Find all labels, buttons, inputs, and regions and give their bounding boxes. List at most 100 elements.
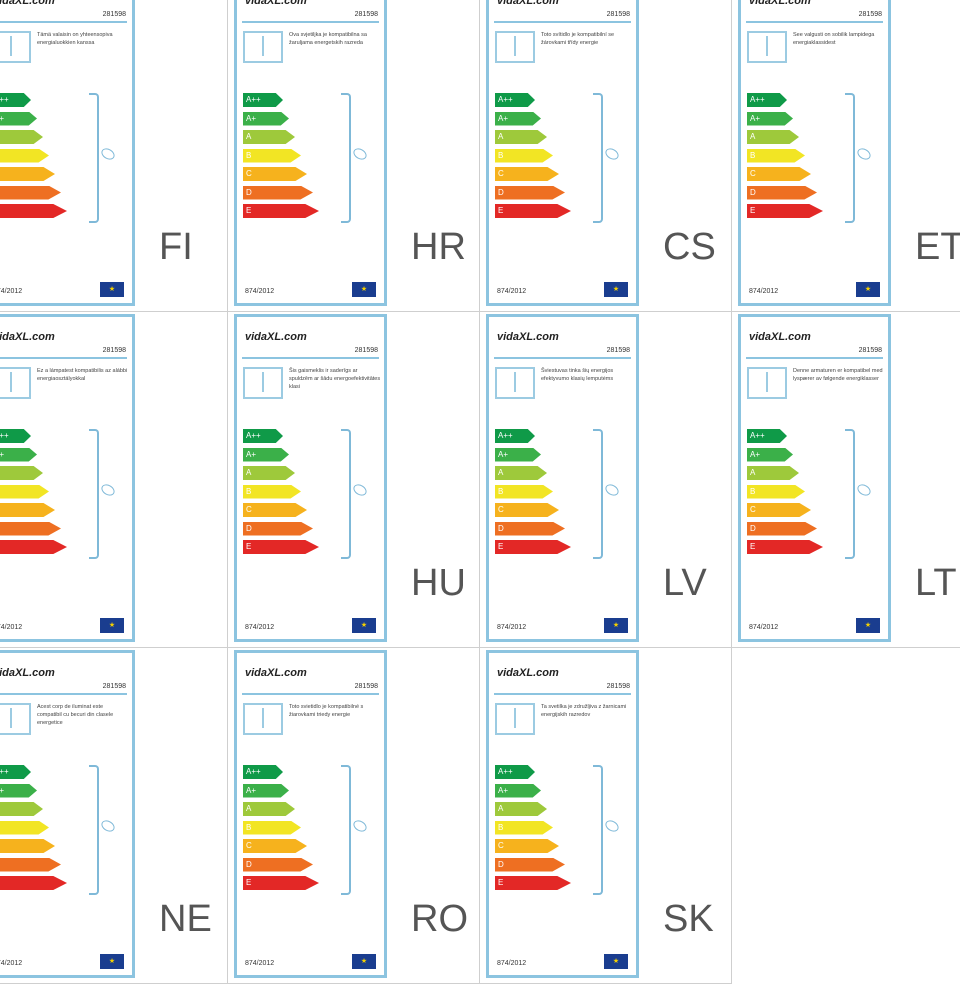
label-cell: vidaXL.com 281598 Šviestuvas tinka šių e…	[480, 312, 732, 648]
language-code: NE	[159, 898, 212, 940]
energy-class-C: C	[495, 503, 559, 517]
brand-logo: vidaXL.com	[497, 0, 559, 7]
chandelier-icon	[495, 31, 535, 63]
compatibility-text: Ova svjetiljka je kompatibilna sa žarulj…	[289, 32, 367, 46]
energy-label: vidaXL.com 281598 Šis gaismeklis ir sade…	[234, 314, 387, 642]
range-bracket	[341, 429, 351, 559]
energy-class-C: C	[243, 167, 307, 181]
energy-class-B: B	[0, 820, 49, 835]
energy-class-C: C	[0, 839, 55, 853]
energy-label: vidaXL.com 281598 Šviestuvas tinka šių e…	[486, 314, 639, 642]
bulb-icon	[603, 818, 621, 834]
brand-logo: vidaXL.com	[245, 667, 307, 679]
compatibility-text: Toto svietidlo je kompatibilné s žiarovk…	[289, 704, 364, 718]
regulation-number: 874/2012	[245, 288, 275, 295]
chandelier-icon	[747, 367, 787, 399]
energy-class-D: D	[0, 857, 61, 872]
energy-class-A: A	[0, 130, 43, 144]
energy-class-A: A	[0, 466, 43, 480]
eu-flag-icon: ★	[352, 618, 376, 633]
language-code: RO	[411, 898, 468, 940]
bulb-icon	[99, 146, 117, 162]
energy-class-D: D	[495, 185, 565, 200]
energy-class-B: B	[495, 820, 553, 835]
chandelier-icon	[243, 367, 283, 399]
energy-class-A+: A+	[243, 447, 289, 462]
language-code: FI	[159, 226, 193, 268]
range-bracket	[89, 765, 99, 895]
language-code: ET	[915, 226, 960, 268]
energy-class-D: D	[0, 185, 61, 200]
compatibility-text: See valgusti on sobilik lampidega energi…	[793, 32, 875, 46]
range-bracket	[593, 429, 603, 559]
brand-logo: vidaXL.com	[0, 331, 55, 343]
divider	[494, 21, 631, 23]
divider	[494, 693, 631, 695]
energy-label: vidaXL.com 281598 Toto svítidlo je kompa…	[486, 0, 639, 306]
energy-class-A: A	[0, 802, 43, 816]
energy-class-A+: A+	[243, 783, 289, 798]
product-code: 281598	[858, 347, 882, 354]
range-bracket	[89, 93, 99, 223]
brand-logo: vidaXL.com	[0, 667, 55, 679]
energy-class-E: E	[0, 876, 67, 890]
energy-class-A++: A++	[243, 429, 283, 443]
energy-class-D: D	[495, 521, 565, 536]
energy-class-A++: A++	[495, 93, 535, 107]
brand-logo: vidaXL.com	[749, 331, 811, 343]
label-cell: vidaXL.com 281598 Tämä valaisin on yhtee…	[0, 0, 228, 312]
regulation-number: 874/2012	[0, 624, 23, 631]
language-code: SK	[663, 898, 714, 940]
energy-class-D: D	[747, 521, 817, 536]
eu-flag-icon: ★	[100, 618, 124, 633]
energy-class-C: C	[0, 503, 55, 517]
eu-flag-icon: ★	[856, 618, 880, 633]
regulation-number: 874/2012	[497, 960, 527, 967]
energy-class-E: E	[243, 204, 319, 218]
energy-label: vidaXL.com 281598 Ova svjetiljka je komp…	[234, 0, 387, 306]
energy-class-A++: A++	[0, 429, 31, 443]
energy-class-C: C	[495, 167, 559, 181]
compatibility-text: Toto svítidlo je kompatibilní se žárovka…	[541, 32, 615, 46]
language-code: HR	[411, 226, 466, 268]
bulb-icon	[855, 146, 873, 162]
energy-class-E: E	[243, 876, 319, 890]
label-cell: vidaXL.com 281598 Ova svjetiljka je komp…	[228, 0, 480, 312]
regulation-number: 874/2012	[245, 960, 275, 967]
language-code: LT	[915, 562, 957, 604]
energy-class-B: B	[243, 148, 301, 163]
regulation-number: 874/2012	[0, 288, 23, 295]
energy-class-A++: A++	[495, 765, 535, 779]
brand-logo: vidaXL.com	[245, 331, 307, 343]
compatibility-text: Acest corp de iluminat este compatibil c…	[37, 704, 114, 726]
energy-class-A+: A+	[747, 447, 793, 462]
energy-class-A+: A+	[495, 447, 541, 462]
compatibility-text: Ez a lámpatest kompatibilis az alábbi en…	[37, 368, 128, 382]
regulation-number: 874/2012	[0, 960, 23, 967]
energy-class-A: A	[747, 466, 799, 480]
compatibility-text: Denne armaturen er kompatibel med lyspær…	[793, 368, 883, 382]
range-bracket	[845, 429, 855, 559]
product-code: 281598	[102, 347, 126, 354]
energy-label: vidaXL.com 281598 Ta svetilka je združlj…	[486, 650, 639, 978]
range-bracket	[89, 429, 99, 559]
energy-label: vidaXL.com 281598 Denne armaturen er kom…	[738, 314, 891, 642]
regulation-number: 874/2012	[497, 288, 527, 295]
bulb-icon	[99, 818, 117, 834]
language-code: HU	[411, 562, 466, 604]
brand-logo: vidaXL.com	[497, 331, 559, 343]
energy-class-B: B	[747, 148, 805, 163]
label-cell: vidaXL.com 281598 Acest corp de iluminat…	[0, 648, 228, 984]
energy-class-B: B	[0, 484, 49, 499]
divider	[242, 357, 379, 359]
eu-flag-icon: ★	[604, 618, 628, 633]
energy-class-C: C	[243, 503, 307, 517]
eu-flag-icon: ★	[100, 954, 124, 969]
label-cell: vidaXL.com 281598 See valgusti on sobili…	[732, 0, 960, 312]
product-code: 281598	[102, 11, 126, 18]
compatibility-text: Šviestuvas tinka šių energijos efektyvum…	[541, 368, 614, 382]
compatibility-text: Šis gaismeklis ir saderīgs ar spuldzēm a…	[289, 368, 381, 390]
energy-class-A+: A+	[0, 447, 37, 462]
brand-logo: vidaXL.com	[245, 0, 307, 7]
chandelier-icon	[243, 703, 283, 735]
